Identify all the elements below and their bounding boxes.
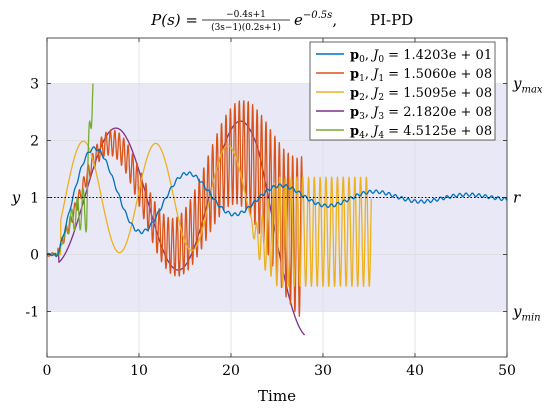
legend-entry-p1: p1, J1 = 1.5060e + 08 bbox=[350, 67, 492, 84]
y-tick-label: 3 bbox=[30, 77, 39, 93]
x-tick-label: 20 bbox=[222, 363, 240, 379]
legend-box bbox=[309, 41, 496, 141]
legend: p0, J0 = 1.4203e + 01 p1, J1 = 1.5060e + … bbox=[309, 41, 496, 141]
title-lhs: P(s) = bbox=[150, 11, 198, 29]
series-line-p2 bbox=[46, 140, 372, 288]
x-tick-label: 50 bbox=[498, 363, 516, 379]
right-label-ymin: ymin bbox=[512, 302, 541, 323]
y-axis-label: y bbox=[11, 189, 21, 207]
title-exponential: e−0.5s, bbox=[294, 10, 337, 29]
series-line-p1 bbox=[46, 100, 303, 318]
x-axis-label: Time bbox=[258, 387, 296, 405]
chart-title: P(s) = −0.4s+1 (3s−1)(0.2s+1) e−0.5s, PI-PD bbox=[150, 10, 413, 33]
series-line-p0 bbox=[46, 146, 508, 258]
title-denominator: (3s−1)(0.2s+1) bbox=[211, 22, 281, 33]
x-tick-label: 10 bbox=[130, 363, 148, 379]
y-tick-label: -1 bbox=[25, 304, 39, 320]
x-tick-label: 30 bbox=[314, 363, 332, 379]
legend-entry-p4: p4, J4 = 4.5125e + 08 bbox=[350, 124, 492, 141]
y-tick-label: 0 bbox=[30, 247, 39, 263]
series-line-p4 bbox=[46, 83, 94, 256]
y-tick-label: 2 bbox=[30, 134, 39, 150]
y-tick-label: 1 bbox=[30, 191, 39, 207]
right-label-ymax: ymax bbox=[512, 75, 543, 96]
x-tick-label: 40 bbox=[406, 363, 424, 379]
series-layer bbox=[46, 83, 508, 336]
legend-entry-p3: p3, J3 = 2.1820e + 08 bbox=[350, 105, 492, 122]
legend-entry-p0: p0, J0 = 1.4203e + 01 bbox=[350, 48, 492, 65]
x-tick-label: 0 bbox=[43, 363, 52, 379]
right-side-labels: ymax r ymin bbox=[512, 75, 543, 324]
title-suffix: PI-PD bbox=[370, 11, 413, 29]
title-numerator: −0.4s+1 bbox=[226, 10, 266, 20]
axis-ticks: 0 10 20 30 40 50 -1 0 1 2 3 bbox=[25, 38, 516, 379]
legend-entry-p2: p2, J2 = 1.5095e + 08 bbox=[350, 86, 492, 103]
right-label-r: r bbox=[513, 189, 521, 207]
